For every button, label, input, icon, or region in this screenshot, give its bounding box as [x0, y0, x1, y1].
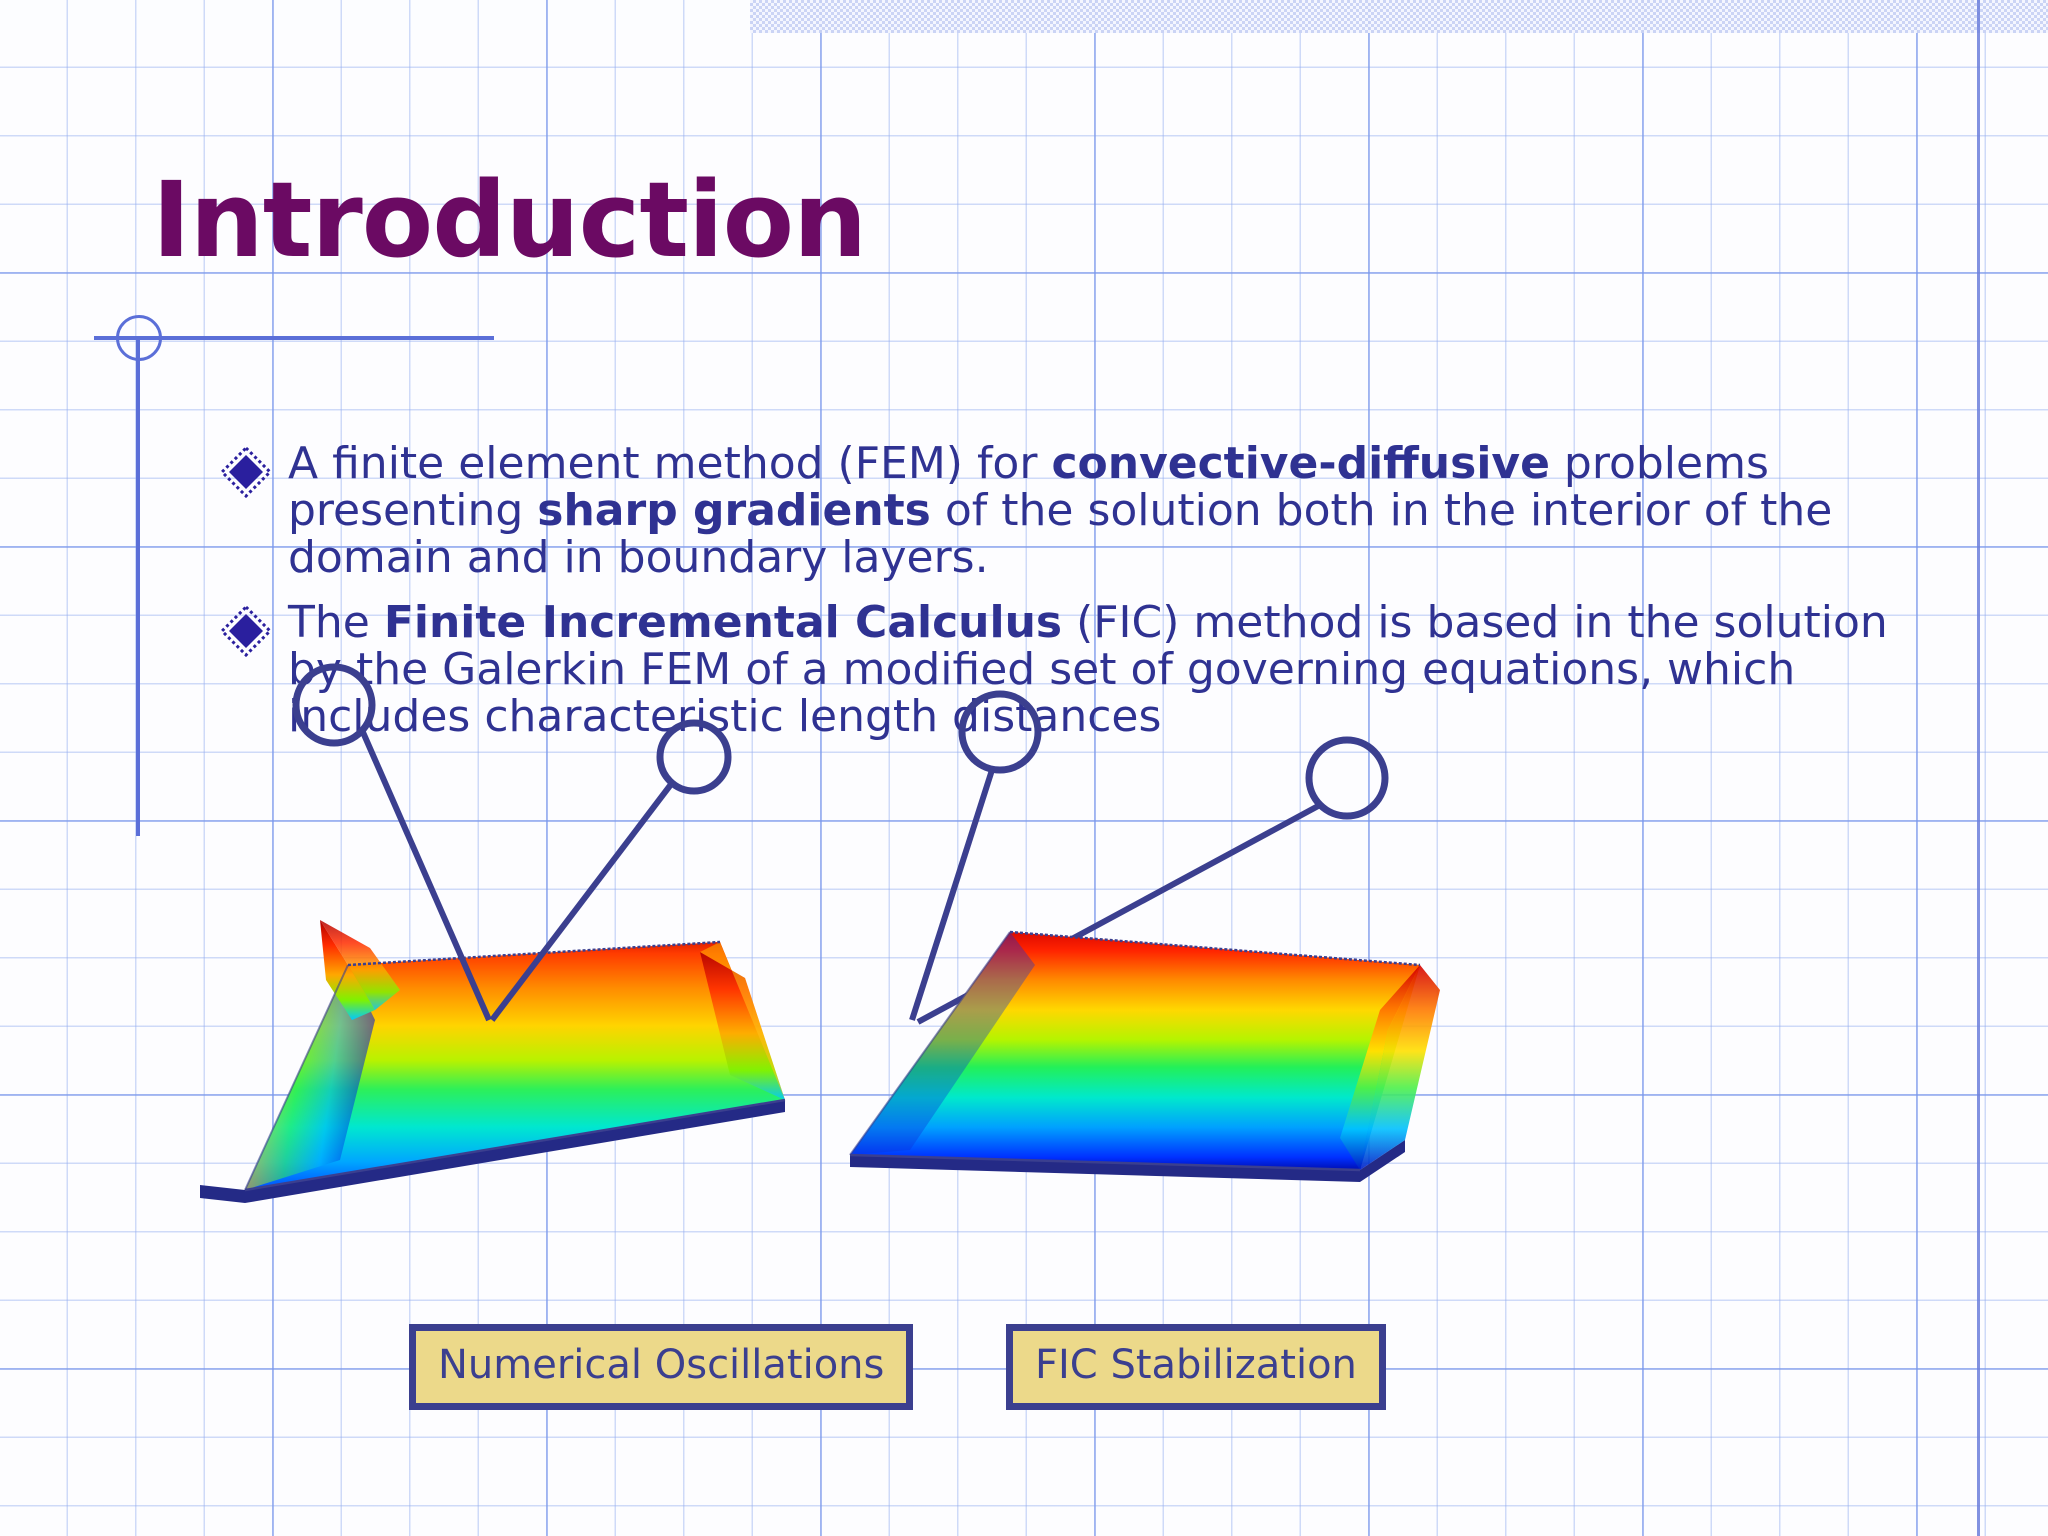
- fic-stabilization-surface: [820, 870, 1600, 1320]
- bullet-run: A finite element method (FEM) for: [288, 438, 1052, 489]
- callout-fic-stabilization[interactable]: FIC Stabilization: [1006, 1324, 1386, 1410]
- right-margin-rule: [1977, 0, 1980, 1536]
- bullet-emphasis: convective-diffusive: [1051, 438, 1550, 489]
- bullet-run: of the solution both in the interior of …: [288, 485, 1833, 584]
- diamond-bullet-icon: [219, 445, 273, 499]
- list-item: The Finite Incremental Calculus (FIC) me…: [212, 599, 1942, 740]
- bullet-text-1: A finite element method (FEM) for convec…: [288, 440, 1942, 581]
- page-title: Introduction: [152, 159, 867, 281]
- bullet-run: The: [288, 597, 384, 649]
- bullet-run: problems presenting: [288, 438, 1769, 537]
- bullet-emphasis: Finite Incremental Calculus: [383, 597, 1063, 649]
- diamond-bullet-icon: [219, 605, 273, 658]
- list-item: A finite element method (FEM) for convec…: [212, 440, 1942, 581]
- bullet-text-2: The Finite Incremental Calculus (FIC) me…: [288, 599, 1942, 740]
- callout-numerical-oscillations[interactable]: Numerical Oscillations: [409, 1324, 914, 1410]
- left-vertical-rule: [136, 336, 140, 836]
- decorative-circle: [116, 315, 162, 361]
- bullet-list: A finite element method (FEM) for convec…: [212, 440, 1942, 758]
- top-dither-band: [750, 0, 2048, 33]
- paper-wash: [0, 0, 760, 30]
- title-underline-rule: [94, 336, 494, 340]
- bullet-emphasis: sharp gradients: [537, 485, 931, 537]
